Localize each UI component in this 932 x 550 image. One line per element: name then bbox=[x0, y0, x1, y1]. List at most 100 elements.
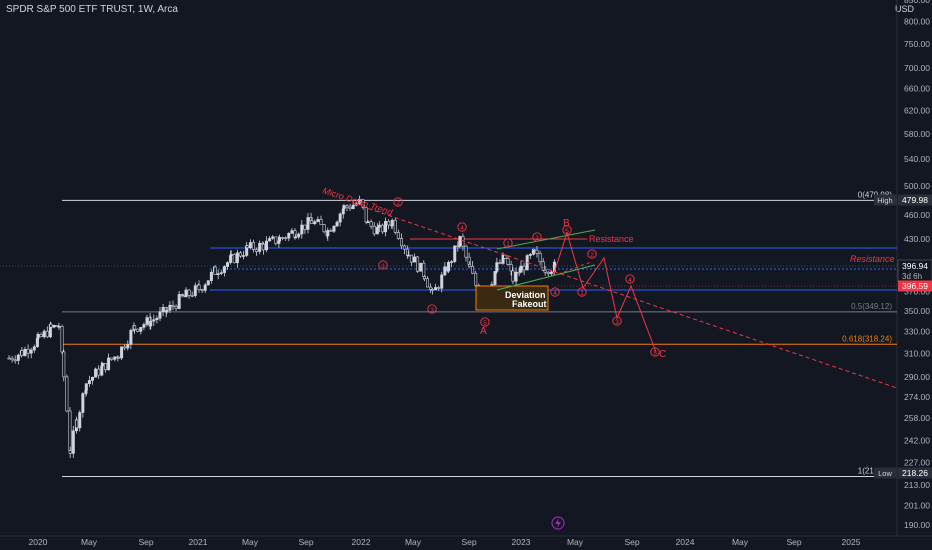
candle-body bbox=[181, 295, 185, 298]
candle-body bbox=[32, 346, 36, 351]
x-tick-label: 2021 bbox=[189, 537, 208, 547]
candle-body bbox=[110, 357, 114, 360]
price-tag-label: Low bbox=[878, 469, 892, 478]
candle-body bbox=[342, 205, 346, 210]
fib-level-label: 0.618(318.24) bbox=[842, 334, 892, 343]
candle-body bbox=[71, 430, 75, 454]
candle-body bbox=[419, 262, 423, 272]
candle-body bbox=[57, 326, 61, 328]
y-tick-label: 190.00 bbox=[904, 520, 930, 530]
wave-marker bbox=[393, 197, 403, 207]
candle-body bbox=[322, 224, 326, 233]
candle-body bbox=[245, 245, 249, 249]
candle-body bbox=[364, 207, 368, 223]
lightning-icon[interactable] bbox=[551, 516, 565, 530]
micro-downtrend-line bbox=[354, 203, 898, 389]
y-tick-label: 242.00 bbox=[904, 435, 930, 445]
candle-body bbox=[416, 256, 420, 272]
candle-body bbox=[437, 287, 441, 289]
candle-body bbox=[464, 245, 468, 258]
candle-body bbox=[532, 248, 536, 251]
candle-body bbox=[422, 276, 426, 279]
y-tick-label: 620.00 bbox=[904, 106, 930, 116]
y-tick-label: 540.00 bbox=[904, 154, 930, 164]
candle-body bbox=[23, 348, 27, 356]
candle-body bbox=[387, 220, 391, 226]
candle-body bbox=[319, 219, 323, 225]
candle-body bbox=[126, 343, 130, 349]
candle-body bbox=[145, 317, 149, 325]
x-tick-label: May bbox=[81, 537, 98, 547]
x-tick-label: 2022 bbox=[352, 537, 371, 547]
wave-marker bbox=[587, 249, 597, 259]
candle-body bbox=[222, 266, 226, 273]
candle-body bbox=[406, 254, 410, 257]
candle-body bbox=[187, 289, 191, 296]
candle-body bbox=[209, 271, 213, 281]
deviation-label-1: Deviation bbox=[505, 290, 546, 300]
candle-body bbox=[97, 368, 101, 376]
candle-body bbox=[45, 330, 49, 338]
candle-body bbox=[519, 265, 523, 273]
candle-body bbox=[229, 254, 233, 256]
candle-body bbox=[538, 253, 542, 263]
y-tick-label: 370.00 bbox=[904, 287, 930, 297]
candle-body bbox=[377, 224, 381, 228]
candle-body bbox=[313, 221, 317, 225]
wave-marker bbox=[625, 274, 635, 284]
candle-body bbox=[281, 237, 285, 239]
candle-body bbox=[200, 289, 204, 291]
wave-marker bbox=[480, 317, 490, 327]
candle-body bbox=[458, 236, 462, 247]
wave-marker bbox=[650, 347, 660, 357]
candle-body bbox=[261, 243, 265, 251]
x-tick-label: Sep bbox=[138, 537, 153, 547]
drawings: 2 1 3 4 5 1 2 4 5 2 1 3 4 5 bbox=[354, 197, 898, 389]
candle-body bbox=[434, 287, 438, 291]
candle-body bbox=[90, 376, 94, 381]
candle-body bbox=[399, 238, 403, 247]
candle-body bbox=[113, 356, 117, 360]
wave-marker bbox=[550, 287, 560, 297]
candle-body bbox=[493, 271, 497, 285]
candle-body bbox=[232, 254, 236, 264]
candle-body bbox=[65, 376, 69, 412]
candle-body bbox=[294, 236, 298, 239]
candle-body bbox=[206, 280, 210, 286]
horizontal-levels: 0(479.98)0.5(349.12)0.618(318.24)1(218.2… bbox=[0, 190, 897, 477]
candle-body bbox=[161, 307, 165, 313]
x-tick-label: Sep bbox=[624, 537, 639, 547]
wave-number: 2 bbox=[396, 200, 400, 207]
candle-body bbox=[177, 294, 181, 309]
candle-body bbox=[190, 294, 194, 297]
candle-body bbox=[39, 333, 43, 338]
price-axis: 850.00 800.00 750.00 700.00 660.00 620.00 580.… bbox=[904, 0, 930, 530]
candle-body bbox=[297, 233, 301, 238]
candle-body bbox=[443, 266, 447, 276]
candle-body bbox=[94, 368, 98, 378]
price-tag-value: 396.59 bbox=[902, 281, 928, 291]
channel-lower-line bbox=[496, 264, 596, 291]
time-axis: 2020 May Sep 2021 May Sep 2022 May Sep 2023 May Sep… bbox=[29, 537, 861, 547]
candle-body bbox=[152, 319, 156, 322]
price-tag-label-bg bbox=[874, 467, 897, 479]
candle-body bbox=[158, 311, 162, 319]
candle-body bbox=[345, 205, 349, 208]
candle-body bbox=[543, 269, 547, 273]
candle-body bbox=[467, 264, 471, 267]
candle-body bbox=[412, 256, 416, 263]
candle-body bbox=[103, 363, 107, 371]
wave-marker bbox=[532, 232, 542, 242]
candle-body bbox=[316, 219, 320, 222]
candle-body bbox=[277, 237, 281, 242]
candle-body bbox=[498, 262, 502, 264]
y-tick-label: 800.00 bbox=[904, 16, 930, 26]
candle-body bbox=[372, 225, 376, 235]
candle-body bbox=[390, 219, 394, 227]
candle-body bbox=[422, 262, 426, 277]
candle-body bbox=[149, 320, 153, 327]
y-tick-label: 850.00 bbox=[904, 0, 930, 5]
candle-body bbox=[107, 357, 111, 371]
candle-body bbox=[332, 225, 336, 232]
